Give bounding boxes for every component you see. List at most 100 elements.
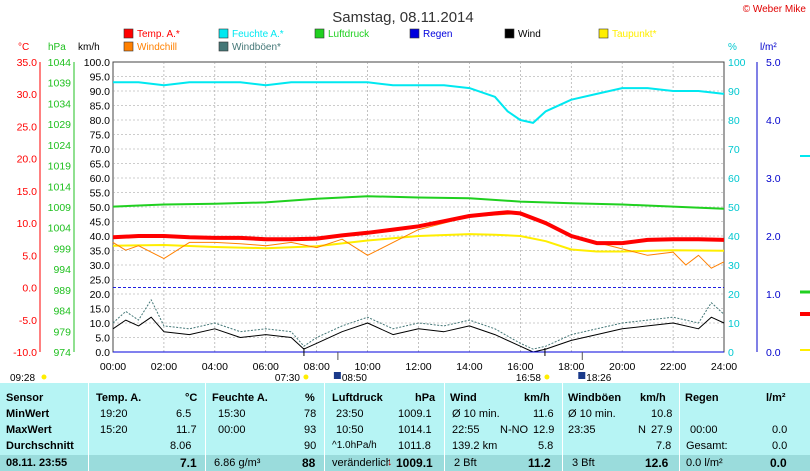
time-tick-label: 24:00 bbox=[711, 361, 737, 373]
time-tick-label: 02:00 bbox=[151, 361, 177, 373]
humidity-tick-label: 50 bbox=[728, 202, 740, 214]
hdr-temp: Temp. A. bbox=[96, 392, 142, 404]
sun-icon bbox=[303, 374, 309, 380]
wind-tick-label: 0.0 bbox=[95, 347, 110, 359]
humidity-tick-label: 30 bbox=[728, 260, 740, 272]
axes: 35.0 30.0 25.0 20.0 15.0 10.0 5.0 0.0 -5.0 -10.0 1… bbox=[13, 57, 781, 373]
series-feuchte-a bbox=[113, 81, 725, 124]
wind-r2-dir: N-NO bbox=[500, 424, 529, 436]
data-table: Sensor MinWert MaxWert Durchschnitt 08.1… bbox=[0, 383, 810, 471]
temp-tick-label: 35.0 bbox=[17, 57, 38, 69]
pressure-tick-label: 979 bbox=[53, 326, 71, 338]
feuchte-now: 88 bbox=[302, 456, 316, 470]
pressure-tick-label: 994 bbox=[53, 264, 71, 276]
wind-tick-label: 45.0 bbox=[90, 217, 111, 229]
hdr-luftdruck: Luftdruck bbox=[332, 392, 383, 404]
time-tick-label: 22:00 bbox=[660, 361, 686, 373]
legend-swatch bbox=[218, 28, 229, 39]
weather-chart: Samstag, 08.11.2014 © Weber Mike Temp. A… bbox=[10, 4, 810, 383]
feuchte-avg: 90 bbox=[304, 440, 317, 452]
hdr-wind: Wind bbox=[450, 392, 477, 404]
wind-tick-label: 55.0 bbox=[90, 188, 111, 200]
legend: Temp. A.* Feuchte A.* Luftdruck Regen Wind Ta… bbox=[123, 28, 657, 53]
pressure-tick-label: 1034 bbox=[48, 98, 72, 110]
wind-tick-label: 70.0 bbox=[90, 144, 111, 156]
hdr-wind-unit: km/h bbox=[524, 392, 550, 404]
series-luftdruck bbox=[112, 195, 725, 210]
wind-tick-label: 40.0 bbox=[90, 231, 111, 243]
wind-tick-label: 20.0 bbox=[90, 289, 111, 301]
wind-tick-label: 35.0 bbox=[90, 246, 111, 258]
wind-r1-label: Ø 10 min. bbox=[452, 408, 500, 420]
humidity-axis-unit: % bbox=[728, 42, 737, 53]
sun-icon bbox=[41, 374, 47, 380]
hdr-feuchte-unit: % bbox=[305, 392, 315, 404]
temp-tick-label: 30.0 bbox=[17, 89, 38, 101]
rain-tick-label: 5.0 bbox=[766, 57, 781, 69]
legend-swatch bbox=[409, 28, 420, 39]
legend-swatch bbox=[598, 28, 609, 39]
moonset-time: 18:26 bbox=[586, 373, 611, 383]
wind-tick-label: 85.0 bbox=[90, 101, 111, 113]
time-tick-label: 18:00 bbox=[558, 361, 584, 373]
sunset-time: 16:58 bbox=[516, 373, 541, 383]
temp-max-time: 15:20 bbox=[100, 424, 128, 436]
luftdruck-now-extra: veränderlich bbox=[332, 457, 390, 469]
rain-axis-unit: l/m² bbox=[760, 42, 777, 53]
rain-tick-label: 4.0 bbox=[766, 115, 781, 127]
feuchte-max: 93 bbox=[304, 424, 317, 436]
label-min: MinWert bbox=[6, 408, 50, 420]
wind-now-extra: 2 Bft bbox=[454, 457, 477, 469]
pressure-tick-label: 1004 bbox=[48, 223, 72, 235]
temp-now: 7.1 bbox=[180, 456, 197, 470]
pressure-tick-label: 1044 bbox=[48, 57, 72, 69]
luftdruck-max: 1014.1 bbox=[398, 424, 432, 436]
wind-tick-label: 100.0 bbox=[84, 57, 110, 69]
legend-swatch bbox=[123, 28, 134, 39]
hdr-feuchte: Feuchte A. bbox=[212, 392, 268, 404]
chart-title: Samstag, 08.11.2014 bbox=[332, 9, 474, 26]
temp-tick-label: 15.0 bbox=[17, 186, 38, 198]
time-tick-label: 00:00 bbox=[100, 361, 126, 373]
time-tick-label: 08:00 bbox=[304, 361, 330, 373]
humidity-tick-label: 10 bbox=[728, 318, 740, 330]
temp-min: 6.5 bbox=[176, 408, 192, 420]
windboeen-r2: 27.9 bbox=[651, 424, 673, 436]
series-taupunkt bbox=[112, 233, 725, 253]
legend-label: Taupunkt* bbox=[612, 29, 657, 40]
wind-tick-label: 60.0 bbox=[90, 173, 111, 185]
legend-label: Wind bbox=[518, 29, 541, 40]
temp-avg: 8.06 bbox=[170, 440, 192, 452]
wind-r2: 12.9 bbox=[533, 424, 555, 436]
rain-tick-label: 2.0 bbox=[766, 231, 781, 243]
wind-tick-label: 5.0 bbox=[95, 333, 110, 345]
series-temp-a bbox=[112, 210, 725, 246]
temp-axis-unit: °C bbox=[18, 42, 29, 53]
regen-r2-time: 00:00 bbox=[690, 424, 718, 436]
regen-now: 0.0 bbox=[770, 456, 787, 470]
wind-tick-label: 30.0 bbox=[90, 260, 111, 272]
luftdruck-min: 1009.1 bbox=[398, 408, 432, 420]
hdr-sensor: Sensor bbox=[6, 392, 44, 404]
feuchte-min: 78 bbox=[304, 408, 317, 420]
luftdruck-max-time: 10:50 bbox=[336, 424, 364, 436]
wind-tick-label: 65.0 bbox=[90, 159, 111, 171]
pressure-axis-unit: hPa bbox=[48, 42, 66, 53]
wind-r3: 5.8 bbox=[538, 440, 554, 452]
hdr-regen-unit: l/m² bbox=[766, 392, 786, 404]
humidity-tick-label: 80 bbox=[728, 115, 740, 127]
time-tick-label: 06:00 bbox=[253, 361, 279, 373]
temp-tick-label: 5.0 bbox=[22, 250, 37, 262]
humidity-tick-label: 40 bbox=[728, 231, 740, 243]
windboeen-now: 12.6 bbox=[645, 456, 669, 470]
wind-tick-label: 15.0 bbox=[90, 304, 111, 316]
windboeen-now-extra: 3 Bft bbox=[572, 457, 595, 469]
feuchte-now-extra: 6.86 g/m³ bbox=[214, 457, 261, 469]
wind-tick-label: 25.0 bbox=[90, 275, 111, 287]
wind-tick-label: 50.0 bbox=[90, 202, 111, 214]
humidity-tick-label: 90 bbox=[728, 86, 740, 98]
luftdruck-avg: 1011.8 bbox=[398, 440, 431, 452]
sunrise-time: 07:30 bbox=[275, 373, 300, 383]
pressure-tick-label: 999 bbox=[53, 243, 71, 255]
hdr-temp-unit: °C bbox=[185, 392, 198, 404]
